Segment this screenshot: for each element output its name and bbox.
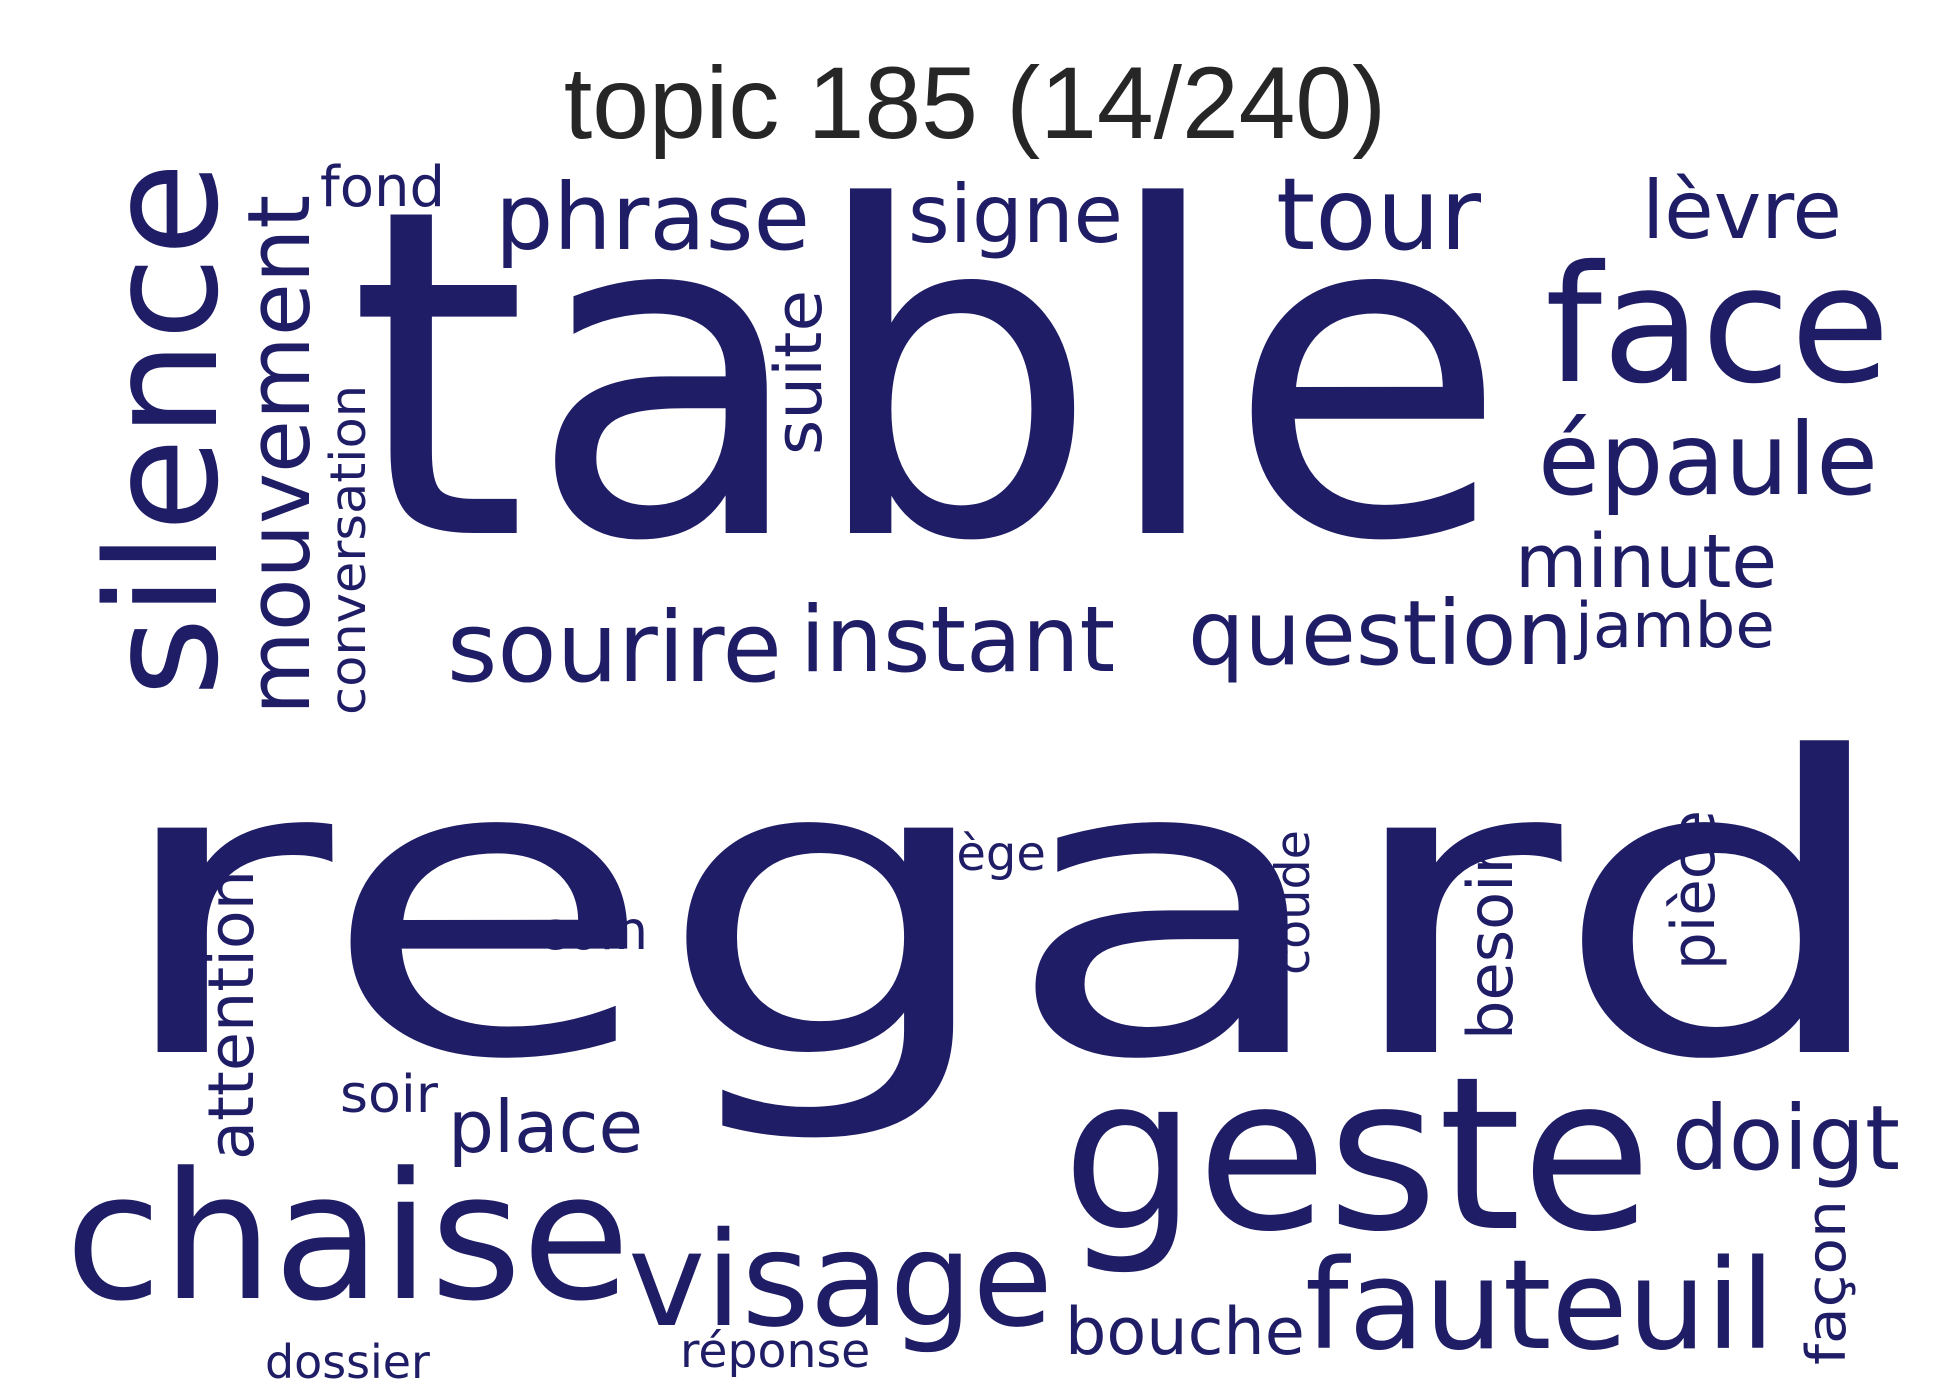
chart-title: topic 185 (14/240) [563,46,1387,160]
cloud-word: bouche [1065,1294,1305,1370]
cloud-word: attention [194,869,268,1160]
cloud-word: signe [908,168,1123,261]
cloud-word: place [448,1086,644,1170]
cloud-word: jambe [1575,589,1775,662]
cloud-word: table [348,112,1509,640]
cloud-word: siège [918,826,1046,882]
cloud-word: suite [762,289,837,455]
cloud-word: façon [1795,1199,1858,1365]
cloud-word: pièce [1660,810,1729,970]
cloud-word: silence [75,161,253,697]
cloud-word: coin [538,900,649,962]
cloud-word: fauteuil [1305,1234,1775,1378]
cloud-word: fond [320,155,446,220]
cloud-word: visage [628,1204,1053,1356]
cloud-word: coude [1266,830,1321,975]
cloud-word: mouvement [230,194,330,715]
cloud-word: réponse [680,1324,871,1379]
cloud-word: besoin [1454,835,1527,1040]
cloud-word: sourire [447,591,782,704]
cloud-word: minute [1515,518,1778,605]
cloud-word: face [1545,232,1891,420]
cloud-word: doigt [1672,1087,1901,1191]
cloud-word: instant [800,588,1116,693]
cloud-word: lèvre [1642,163,1842,257]
cloud-word: geste [1062,1032,1652,1279]
cloud-word: soir [340,1065,438,1125]
cloud-word: dossier [265,1335,430,1389]
cloud-word: tour [1276,156,1482,273]
cloud-word: question [1188,582,1573,686]
cloud-word: chaise [65,1135,631,1340]
cloud-word: phrase [495,164,811,271]
cloud-word: épaule [1538,401,1878,518]
cloud-word: regard [108,671,1899,1149]
cloud-word: conversation [321,384,377,715]
